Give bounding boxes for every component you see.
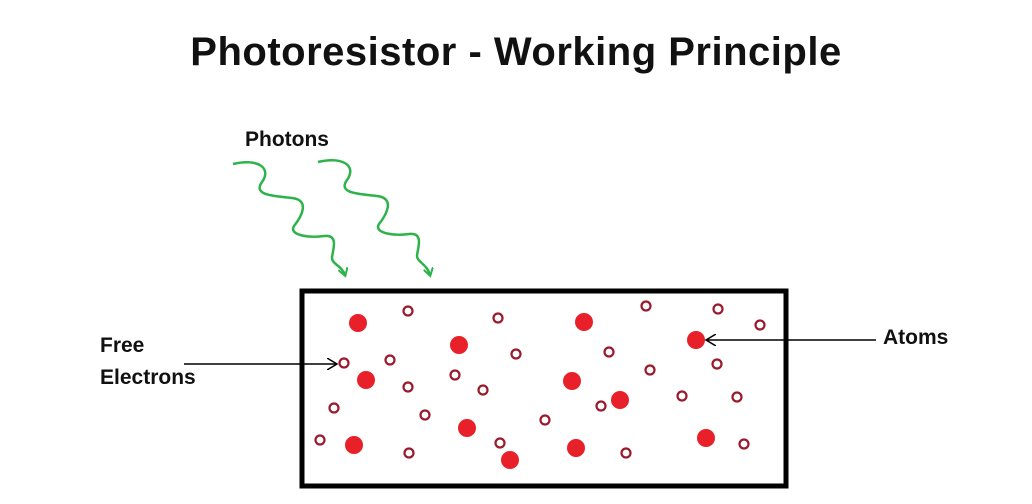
diagram-title: Photoresistor - Working Principle bbox=[190, 30, 842, 74]
atom bbox=[458, 419, 476, 437]
free-electron bbox=[676, 390, 688, 402]
free-electron bbox=[328, 402, 340, 414]
atoms-label: Atoms bbox=[883, 326, 948, 349]
free-electron bbox=[731, 391, 743, 403]
photon-wave bbox=[317, 159, 430, 275]
free-electron bbox=[738, 438, 750, 450]
atom bbox=[563, 372, 581, 390]
free-electrons-label-line2: Electrons bbox=[100, 366, 196, 389]
atom bbox=[575, 313, 593, 331]
atom bbox=[349, 314, 367, 332]
atom bbox=[501, 451, 519, 469]
atom bbox=[687, 331, 705, 349]
free-electron bbox=[640, 300, 652, 312]
free-electron bbox=[539, 414, 551, 426]
free-electron bbox=[402, 305, 414, 317]
free-electron bbox=[402, 381, 414, 393]
free-electron bbox=[620, 447, 632, 459]
free-electron bbox=[492, 312, 504, 324]
free-electrons-label-line1: Free bbox=[100, 334, 144, 357]
free-electron bbox=[477, 384, 489, 396]
free-electron bbox=[338, 357, 350, 369]
free-electron bbox=[403, 447, 415, 459]
free-electron bbox=[384, 354, 396, 366]
atom bbox=[611, 391, 629, 409]
atom bbox=[357, 371, 375, 389]
free-electron bbox=[419, 409, 431, 421]
particles-group bbox=[314, 300, 766, 469]
free-electron bbox=[494, 437, 506, 449]
free-electron bbox=[510, 348, 522, 360]
free-electron bbox=[449, 369, 461, 381]
free-electron bbox=[711, 358, 723, 370]
atom bbox=[450, 336, 468, 354]
photon-wave bbox=[232, 161, 345, 275]
free-electron bbox=[595, 400, 607, 412]
atom bbox=[567, 439, 585, 457]
semiconductor-block bbox=[299, 288, 789, 489]
free-electron bbox=[603, 346, 615, 358]
atom bbox=[345, 436, 363, 454]
free-electron bbox=[754, 319, 766, 331]
atom bbox=[697, 429, 715, 447]
photons-label: Photons bbox=[245, 128, 329, 151]
free-electron bbox=[644, 364, 656, 376]
free-electron bbox=[314, 434, 326, 446]
free-electron bbox=[712, 303, 724, 315]
